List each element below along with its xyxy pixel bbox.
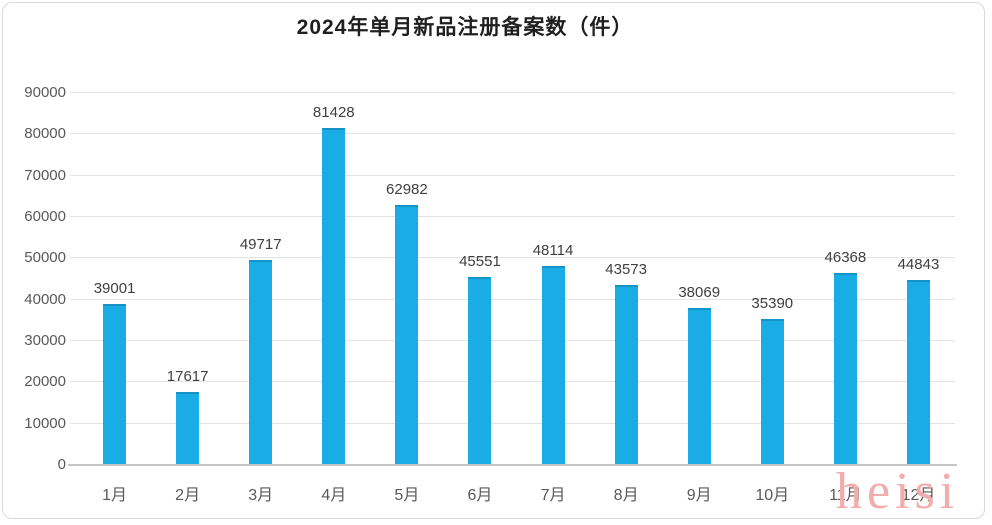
bar-7月 [541,266,565,465]
data-label: 62982 [386,180,428,198]
data-label: 45551 [459,252,501,270]
x-tick-label: 12月 [901,487,936,504]
y-tick-label: 70000 [24,166,66,184]
chart-title: 2024年单月新品注册备案数（件） [296,16,634,39]
x-tick-label: 5月 [394,487,420,504]
bar-10月 [760,318,784,465]
bar-2月 [176,392,200,465]
data-label: 35390 [751,294,794,312]
bar-11月 [833,273,857,465]
y-tick-label: 10000 [24,414,66,432]
bar-12月 [906,279,930,465]
x-tick-label: 6月 [467,487,493,504]
y-tick-label: 20000 [24,373,66,391]
y-tick-label: 30000 [24,332,66,349]
x-tick-label: 4月 [321,487,347,504]
data-label: 17617 [166,368,209,386]
watermark: heisi [836,463,960,520]
gridline [70,298,955,300]
gridline [70,340,955,341]
y-tick-label: 40000 [24,290,66,308]
bar-1月 [103,303,127,465]
gridline [70,92,955,93]
y-tick-label: 90000 [24,84,66,101]
data-label: 44843 [897,255,940,273]
x-tick-label: 10月 [755,487,790,504]
gridline [70,216,955,217]
y-tick-label: 50000 [24,249,66,267]
data-label: 49717 [239,235,282,253]
data-label: 48114 [532,242,574,260]
data-label: 46368 [824,249,867,267]
bar-4月 [322,128,346,465]
gridline [70,257,955,259]
x-tick-label: 11月 [829,487,862,504]
y-tick-label: 60000 [24,208,66,225]
gridline [70,174,955,176]
x-tick-label: 3月 [248,487,274,504]
data-label: 81428 [312,104,355,122]
bar-9月 [687,307,711,465]
x-tick-label: 7月 [540,487,566,504]
y-tick-label: 80000 [24,125,66,143]
data-label: 39001 [93,279,136,297]
bar-3月 [249,259,273,465]
bar-6月 [468,276,492,465]
data-label: 43573 [605,260,647,278]
x-tick-label: 8月 [613,487,639,504]
gridline [70,422,955,424]
bar-8月 [614,284,638,465]
x-tick-label: 1月 [102,487,127,504]
data-label: 38069 [678,283,721,301]
gridline [70,133,955,135]
gridline [70,381,955,383]
x-tick-label: 2月 [175,487,201,504]
x-tick-label: 9月 [686,487,712,504]
y-tick-label: 0 [57,456,66,473]
bar-5月 [395,204,419,465]
plot-area: 39001 17617 49717 81428 62982 45551 48114 43573… [68,92,957,466]
x-axis-line [68,464,957,466]
